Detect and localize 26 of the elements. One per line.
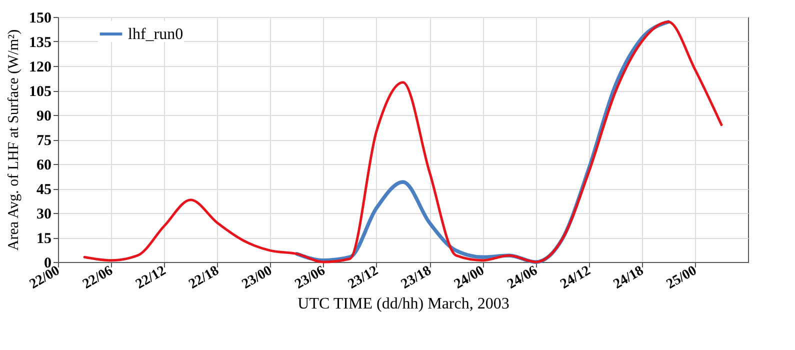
y-tick-label: 60 [36,158,52,174]
x-tick-label: 24/06 [505,263,540,292]
x-axis-title: UTC TIME (dd/hh) March, 2003 [298,296,510,313]
y-tick-label: 45 [36,182,52,198]
y-tick-label: 105 [29,84,52,100]
x-tick-label: 24/12 [558,263,594,292]
x-tick-label: 23/00 [240,263,275,292]
y-tick-label: 90 [36,108,52,124]
x-tick-label: 23/18 [398,263,434,292]
x-tick-label: 25/00 [664,263,700,292]
x-tick-label: 22/18 [186,263,222,292]
y-tick-label: 150 [29,10,52,26]
x-tick-label: 24/18 [611,263,646,292]
x-tick-label: 23/06 [292,263,328,292]
x-tick-label: 24/00 [452,263,488,292]
x-tick-label: 22/06 [80,263,116,292]
line-series [83,20,723,264]
x-tick-label: 22/12 [134,263,169,292]
y-tick-label: 15 [36,231,52,247]
x-tick-label: 23/12 [346,263,381,292]
y-tick-label: 120 [29,60,52,76]
y-axis-title: Area Avg. of LHF at Surface (W/m²) [6,29,22,251]
legend-label: lhf_run0 [128,26,184,43]
y-tick-label: 135 [29,35,52,51]
y-tick-label: 75 [36,133,52,149]
y-tick-label: 30 [36,206,52,222]
